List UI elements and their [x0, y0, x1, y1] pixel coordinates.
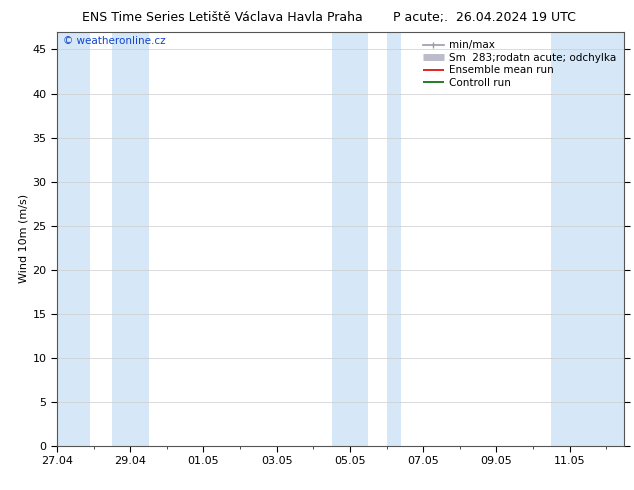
- Legend: min/max, Sm  283;rodatn acute; odchylka, Ensemble mean run, Controll run: min/max, Sm 283;rodatn acute; odchylka, …: [418, 36, 620, 92]
- Bar: [57, 32, 90, 446]
- Bar: [112, 32, 148, 446]
- Text: ENS Time Series Letiště Václava Havla Praha: ENS Time Series Letiště Václava Havla Pr…: [82, 11, 363, 24]
- Text: © weatheronline.cz: © weatheronline.cz: [63, 36, 165, 46]
- Y-axis label: Wind 10m (m/s): Wind 10m (m/s): [18, 195, 29, 283]
- Bar: [332, 32, 368, 446]
- Bar: [552, 32, 624, 446]
- Text: P acute;.  26.04.2024 19 UTC: P acute;. 26.04.2024 19 UTC: [393, 11, 576, 24]
- Bar: [387, 32, 401, 446]
